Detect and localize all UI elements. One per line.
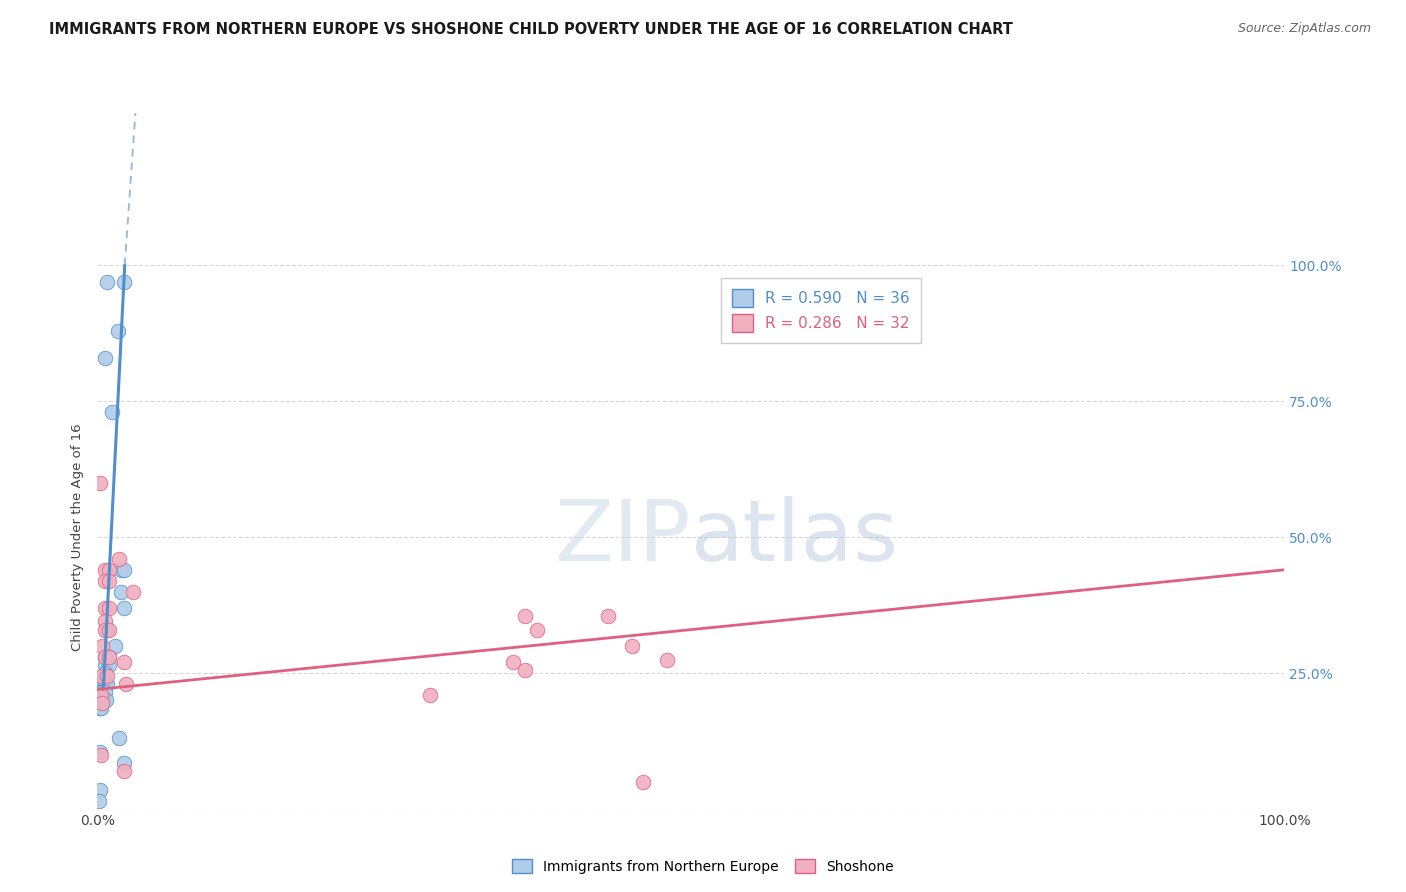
Point (94, 693, 117, 707)
Point (513, 609, 536, 624)
Point (90, 701, 112, 715)
Point (91, 696, 114, 710)
Point (89, 693, 111, 707)
Point (93, 574, 115, 588)
Point (93, 649, 115, 664)
Point (93, 649, 115, 664)
Point (93, 657, 115, 672)
Text: IMMIGRANTS FROM NORTHERN EUROPE VS SHOSHONE CHILD POVERTY UNDER THE AGE OF 16 CO: IMMIGRANTS FROM NORTHERN EUROPE VS SHOSH… (49, 22, 1014, 37)
Point (90, 688, 112, 702)
Point (112, 600, 135, 615)
Point (526, 623, 548, 637)
Text: atlas: atlas (690, 496, 898, 579)
Point (98, 623, 121, 637)
Point (107, 324, 129, 338)
Point (90, 693, 112, 707)
Point (122, 584, 145, 599)
Point (93, 351, 115, 365)
Point (93, 685, 115, 699)
Point (89, 701, 111, 715)
Point (502, 655, 524, 669)
Point (112, 655, 135, 669)
Text: ZIP: ZIP (554, 496, 690, 579)
Point (91, 674, 114, 689)
Point (107, 552, 129, 566)
Point (96, 669, 118, 683)
Point (91, 672, 114, 686)
Point (89, 745, 111, 759)
Point (112, 563, 135, 577)
Point (115, 677, 138, 691)
Point (104, 639, 127, 653)
Point (633, 775, 655, 789)
Point (96, 275, 118, 289)
Point (93, 693, 115, 707)
Point (110, 563, 132, 577)
Point (90, 747, 112, 762)
Point (98, 600, 121, 615)
Legend: R = 0.590   N = 36, R = 0.286   N = 32: R = 0.590 N = 36, R = 0.286 N = 32 (721, 278, 921, 343)
Point (89, 677, 111, 691)
Point (98, 574, 121, 588)
Y-axis label: Child Poverty Under the Age of 16: Child Poverty Under the Age of 16 (72, 424, 84, 651)
Point (620, 639, 643, 653)
Point (655, 652, 678, 666)
Point (596, 609, 619, 624)
Point (110, 584, 132, 599)
Point (98, 649, 121, 664)
Point (98, 657, 121, 672)
Point (93, 677, 115, 691)
Point (112, 275, 135, 289)
Point (91, 669, 114, 683)
Point (112, 756, 135, 770)
Point (112, 764, 135, 778)
Point (93, 615, 115, 629)
Point (98, 563, 121, 577)
Point (89, 475, 111, 490)
Point (513, 664, 536, 678)
Point (96, 623, 118, 637)
Point (93, 666, 115, 681)
Point (107, 731, 129, 746)
Point (93, 623, 115, 637)
Point (100, 405, 122, 419)
Point (98, 649, 121, 664)
Point (91, 685, 114, 699)
Legend: Immigrants from Northern Europe, Shoshone: Immigrants from Northern Europe, Shoshon… (506, 852, 900, 880)
Point (91, 639, 114, 653)
Point (96, 677, 118, 691)
Point (87, 794, 110, 808)
Text: Source: ZipAtlas.com: Source: ZipAtlas.com (1237, 22, 1371, 36)
Point (89, 685, 111, 699)
Point (419, 688, 441, 702)
Point (91, 677, 114, 691)
Point (93, 600, 115, 615)
Point (89, 783, 111, 797)
Point (93, 563, 115, 577)
